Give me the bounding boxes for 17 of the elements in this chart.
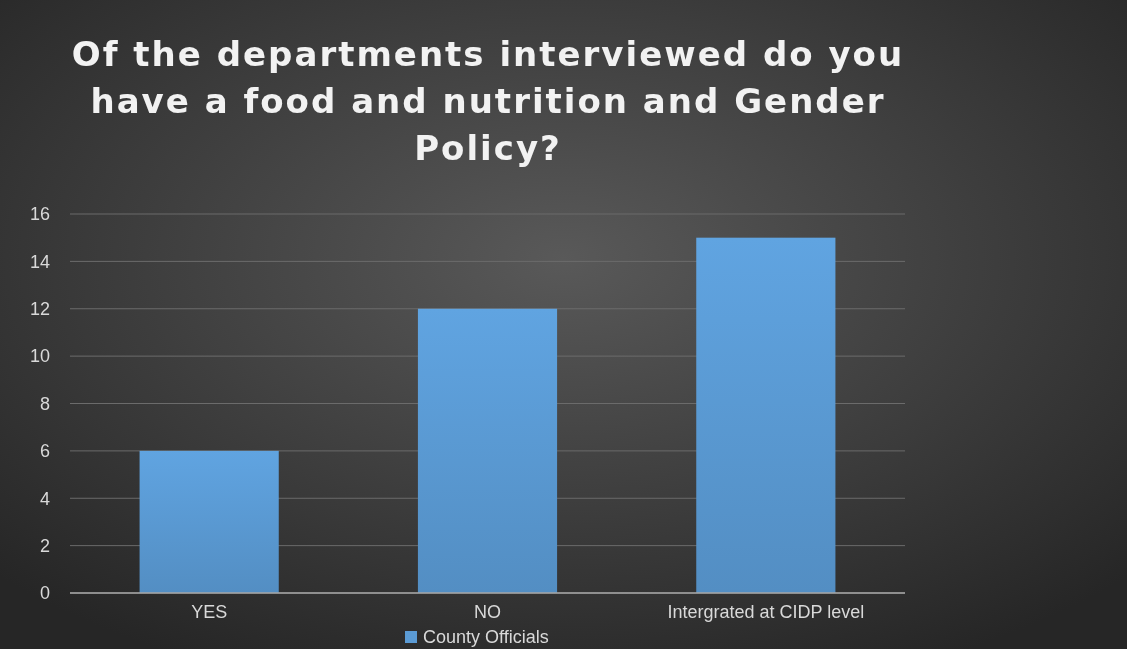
y-tick-label: 2 xyxy=(39,535,50,556)
y-tick-label: 8 xyxy=(39,393,50,414)
y-tick-label: 10 xyxy=(29,346,50,367)
y-tick-label: 6 xyxy=(39,441,50,462)
y-tick-label: 4 xyxy=(39,488,50,509)
y-tick-label: 16 xyxy=(29,204,50,225)
chart-title: Of the departments interviewed do you have a food and nutrition and Gender Policy? xyxy=(71,34,905,168)
bar xyxy=(139,450,279,593)
y-tick-label: 0 xyxy=(39,583,50,604)
legend-label: County Officials xyxy=(423,627,549,648)
bar xyxy=(696,237,836,593)
x-tick-label: Intergrated at CIDP level xyxy=(667,602,865,623)
y-tick-label: 12 xyxy=(29,299,50,320)
bar xyxy=(417,308,558,593)
x-tick-label: YES xyxy=(191,602,228,623)
y-tick-label: 14 xyxy=(29,251,50,272)
x-tick-label: NO xyxy=(474,602,501,623)
